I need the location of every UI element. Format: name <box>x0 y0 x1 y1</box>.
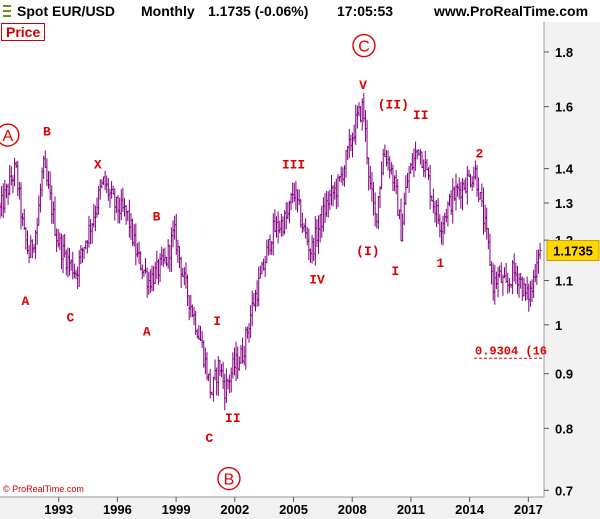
y-tick-label: 0.9 <box>555 367 573 382</box>
x-tick-label: 2002 <box>220 502 249 517</box>
wave-circle <box>217 466 241 491</box>
wave-label: C <box>358 39 370 56</box>
wave-label: B <box>43 124 51 139</box>
y-tick-label: 0.8 <box>555 421 573 436</box>
wave-label: (I) <box>356 244 379 259</box>
x-tick-label: 2014 <box>455 502 485 517</box>
y-axis-panel <box>544 22 600 519</box>
y-tick-label: 0.7 <box>555 483 573 498</box>
wave-label: B <box>224 472 235 489</box>
y-tick-label: 1.3 <box>555 196 573 211</box>
panel-label[interactable]: Price <box>1 23 46 41</box>
last-price-box <box>546 240 600 262</box>
y-tick-label: 1.6 <box>555 100 573 115</box>
site-label: www.ProRealTime.com <box>434 3 589 19</box>
wave-label: C <box>67 310 75 325</box>
y-tick-label: 1 <box>555 318 562 333</box>
wave-circle <box>0 123 20 147</box>
quote-label: 1.1735 (-0.06%) <box>208 3 309 19</box>
candlestick-icon <box>3 5 11 17</box>
fib-level-label: 0.9304 (16 <box>475 344 547 358</box>
wave-label: I <box>213 314 221 329</box>
x-tick-label: 1999 <box>162 502 191 517</box>
wave-label: A <box>22 294 30 309</box>
wave-label: 1 <box>436 256 444 271</box>
x-tick-label: 1993 <box>44 502 73 517</box>
footer-credit: © ProRealTime.com <box>3 484 84 494</box>
wave-label: III <box>282 158 305 173</box>
y-tick-label: 1.1 <box>555 274 573 289</box>
wave-label: I <box>391 264 399 279</box>
wave-label: A <box>2 128 13 145</box>
x-tick-label: 2005 <box>279 502 308 517</box>
x-tick-label: 2008 <box>338 502 367 517</box>
instrument-title: Spot EUR/USD <box>17 3 115 19</box>
wave-label: B <box>153 210 161 225</box>
wave-label: II <box>413 108 429 123</box>
y-tick-label: 1.4 <box>555 162 574 177</box>
wave-label: 2 <box>476 146 484 161</box>
x-tick-label: 1996 <box>103 502 132 517</box>
time-label: 17:05:53 <box>337 3 394 19</box>
wave-label: (II) <box>378 98 409 113</box>
y-tick-label: 1.8 <box>555 45 573 60</box>
wave-label: V <box>359 78 367 93</box>
x-tick-label: 2011 <box>397 502 425 517</box>
x-axis-panel <box>0 497 544 519</box>
x-tick-label: 2017 <box>514 502 543 517</box>
wave-label: II <box>225 411 241 426</box>
wave-label: A <box>143 324 151 339</box>
price-bar <box>538 242 542 260</box>
wave-label: X <box>94 158 102 173</box>
wave-circle <box>352 33 376 58</box>
chart-header: Spot EUR/USD Monthly 1.1735 (-0.06%) 17:… <box>0 0 600 22</box>
plot-area <box>0 22 544 497</box>
wave-label: IV <box>309 272 325 287</box>
wave-label: C <box>205 431 213 446</box>
timeframe-label: Monthly <box>141 3 195 19</box>
last-price-label: 1.1735 <box>553 244 593 259</box>
